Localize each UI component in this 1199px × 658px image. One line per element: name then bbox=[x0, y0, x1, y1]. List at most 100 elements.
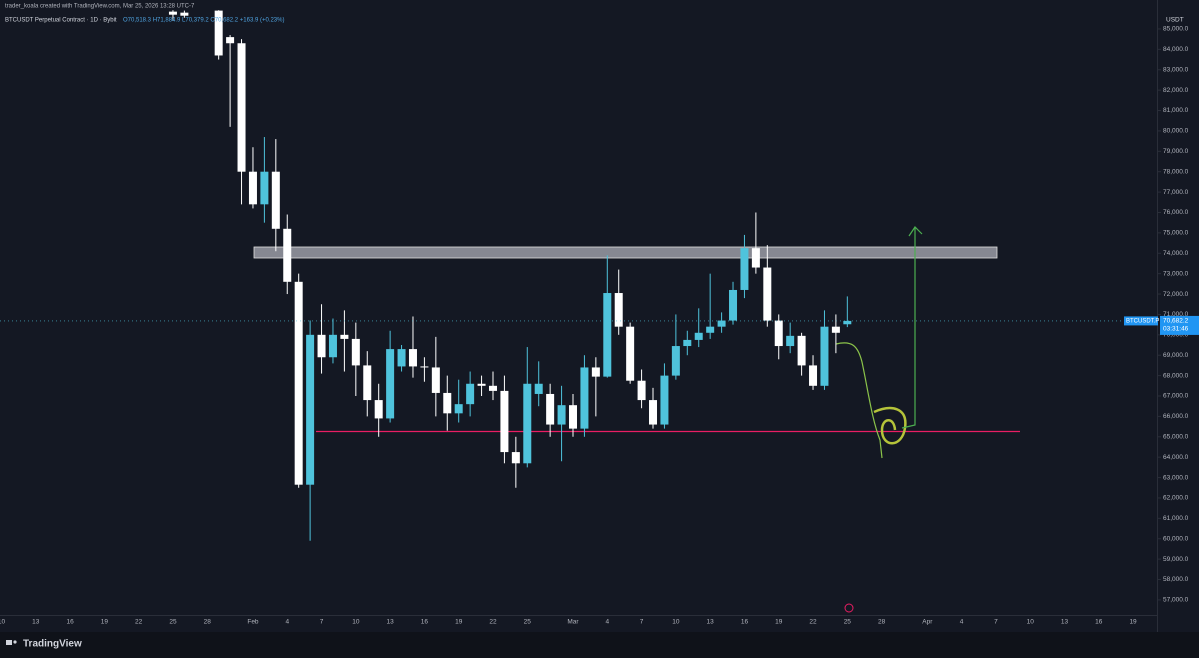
candle-body bbox=[843, 320, 852, 325]
y-tick-label: 57,000.0 bbox=[1163, 597, 1189, 604]
candle-body bbox=[283, 228, 292, 282]
candle-body bbox=[740, 248, 749, 290]
x-tick-label: 10 bbox=[352, 619, 360, 626]
candle-body bbox=[500, 390, 509, 453]
price-tag bbox=[1124, 316, 1158, 326]
resistance-zone bbox=[253, 246, 998, 259]
footer bbox=[0, 632, 1199, 658]
x-tick-label: 16 bbox=[741, 619, 749, 626]
x-tick-label: 19 bbox=[455, 619, 463, 626]
candle-body bbox=[797, 335, 806, 366]
y-tick-label: 82,000.0 bbox=[1163, 87, 1189, 94]
candle-body bbox=[626, 326, 635, 381]
x-tick-label: 19 bbox=[1129, 619, 1137, 626]
candle-body bbox=[591, 367, 600, 377]
candle-body bbox=[774, 320, 783, 347]
candle-body bbox=[226, 37, 235, 44]
candle-body bbox=[557, 405, 566, 425]
candle-body bbox=[431, 367, 440, 393]
candle-body bbox=[534, 383, 543, 394]
candle-body bbox=[340, 334, 349, 339]
candle-body bbox=[763, 267, 772, 321]
price-tag-symbol: BTCUSDT.P bbox=[1126, 318, 1159, 324]
price-tag bbox=[1160, 315, 1199, 335]
x-tick-label: 22 bbox=[809, 619, 817, 626]
y-tick-label: 70,000.0 bbox=[1163, 332, 1189, 339]
x-tick-label: 7 bbox=[640, 619, 644, 626]
x-tick-label: 10 bbox=[672, 619, 680, 626]
candle-body bbox=[408, 349, 417, 367]
candle-body bbox=[443, 392, 452, 414]
candle-body bbox=[306, 334, 315, 485]
candle-body bbox=[466, 383, 475, 405]
drawn-circle bbox=[873, 407, 907, 445]
y-tick-label: 84,000.0 bbox=[1163, 46, 1189, 53]
y-tick-label: 81,000.0 bbox=[1163, 107, 1189, 114]
candle-body bbox=[831, 326, 840, 333]
candle-body bbox=[706, 326, 715, 333]
x-tick-label: Feb bbox=[247, 619, 259, 626]
symbol: BTCUSDT Perpetual Contract · 1D · Bybit bbox=[5, 18, 117, 24]
candle-body bbox=[603, 293, 612, 377]
candle-body bbox=[809, 365, 818, 386]
y-tick-label: 78,000.0 bbox=[1163, 168, 1189, 175]
x-tick-label: 7 bbox=[994, 619, 998, 626]
y-tick-label: 60,000.0 bbox=[1163, 535, 1189, 542]
candle-body bbox=[168, 11, 177, 15]
x-tick-label: 16 bbox=[66, 619, 74, 626]
y-tick-label: 67,000.0 bbox=[1163, 393, 1189, 400]
target-arrow bbox=[901, 226, 923, 429]
x-tick-label: 28 bbox=[878, 619, 886, 626]
candle-body bbox=[397, 349, 406, 367]
plot-area bbox=[0, 10, 1157, 541]
y-tick-label: 83,000.0 bbox=[1163, 66, 1189, 73]
y-tick-label: 63,000.0 bbox=[1163, 474, 1189, 481]
x-tick-label: 4 bbox=[960, 619, 964, 626]
projection-path bbox=[835, 342, 883, 459]
x-tick-label: Apr bbox=[922, 619, 933, 626]
candle-body bbox=[546, 393, 555, 425]
x-tick-label: 22 bbox=[489, 619, 497, 626]
currency: USDT bbox=[1166, 17, 1184, 24]
x-tick-label: 4 bbox=[285, 619, 289, 626]
brand: TradingView bbox=[6, 639, 82, 650]
y-tick-label: 77,000.0 bbox=[1163, 189, 1189, 196]
candle-body bbox=[454, 404, 463, 414]
x-tick-label: 4 bbox=[605, 619, 609, 626]
candle-body bbox=[751, 248, 760, 268]
x-tick-label: Mar bbox=[567, 619, 579, 626]
candle-body bbox=[614, 293, 623, 327]
y-tick-label: 58,000.0 bbox=[1163, 576, 1189, 583]
candle-body bbox=[717, 320, 726, 327]
y-tick-label: 66,000.0 bbox=[1163, 413, 1189, 420]
candle-body bbox=[786, 335, 795, 347]
y-tick-label: 85,000.0 bbox=[1163, 26, 1189, 33]
y-tick-label: 71,000.0 bbox=[1163, 311, 1189, 318]
candle-body bbox=[317, 334, 326, 358]
ohlc: O70,518.3 H71,884.9 L70,379.2 C70,682.2 … bbox=[123, 18, 284, 24]
price-tag-value: 70,682.2 bbox=[1163, 318, 1189, 325]
y-tick-label: 73,000.0 bbox=[1163, 270, 1189, 277]
x-tick-label: 22 bbox=[135, 619, 143, 626]
candle-body bbox=[351, 338, 360, 366]
x-tick-label: 10 bbox=[1027, 619, 1035, 626]
candle-body bbox=[511, 452, 520, 464]
x-tick-label: 7 bbox=[320, 619, 324, 626]
candle-body bbox=[694, 332, 703, 340]
candle-body bbox=[523, 383, 532, 464]
brand-name: TradingView bbox=[23, 639, 82, 650]
candle-body bbox=[248, 171, 257, 205]
y-tick-label: 74,000.0 bbox=[1163, 250, 1189, 257]
event-icon[interactable] bbox=[844, 603, 854, 613]
y-tick-label: 61,000.0 bbox=[1163, 515, 1189, 522]
candle-body bbox=[729, 289, 738, 321]
y-tick-label: 64,000.0 bbox=[1163, 454, 1189, 461]
candle-body bbox=[386, 349, 395, 419]
candle-body bbox=[363, 365, 372, 401]
x-tick-label: 13 bbox=[32, 619, 40, 626]
candle-body bbox=[649, 400, 658, 425]
y-tick-label: 65,000.0 bbox=[1163, 434, 1189, 441]
x-tick-label: 16 bbox=[421, 619, 429, 626]
